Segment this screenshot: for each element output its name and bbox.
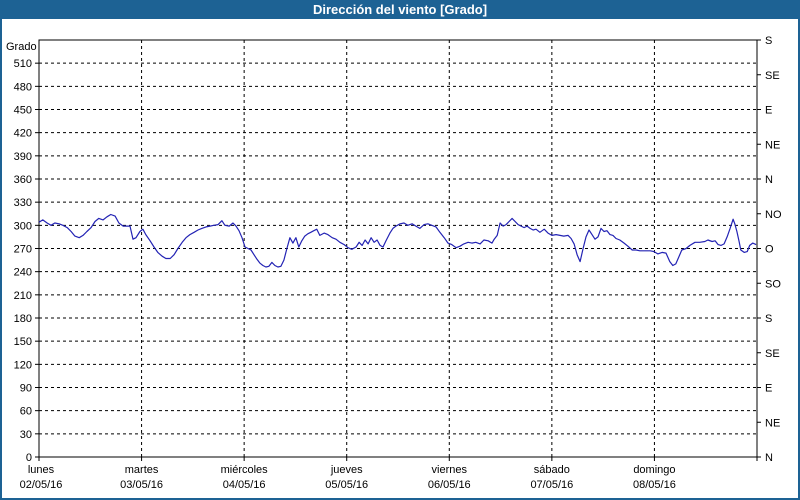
window-title: Dirección del viento [Grado] <box>312 2 488 17</box>
day-date-label: 05/05/16 <box>325 479 368 491</box>
left-tick-label: 60 <box>20 406 32 418</box>
day-date-label: 07/05/16 <box>530 479 573 491</box>
right-tick-label: SE <box>765 348 780 360</box>
right-tick-label: N <box>765 174 773 186</box>
left-tick-label: 90 <box>20 383 32 395</box>
y-axis-title: Grado <box>6 41 37 53</box>
left-tick-label: 390 <box>14 151 32 163</box>
left-tick-label: 420 <box>14 128 32 140</box>
day-date-label: 08/05/16 <box>633 479 676 491</box>
left-tick-label: 480 <box>14 81 32 93</box>
window-title-bar: Dirección del viento [Grado] <box>2 2 798 19</box>
right-tick-label: N <box>765 452 773 464</box>
day-name-label: sábado <box>534 464 570 476</box>
left-tick-label: 0 <box>26 452 32 464</box>
day-date-label: 04/05/16 <box>223 479 266 491</box>
day-date-label: 06/05/16 <box>428 479 471 491</box>
right-tick-label: O <box>765 244 774 256</box>
right-tick-label: SE <box>765 70 780 82</box>
day-date-label: 03/05/16 <box>120 479 163 491</box>
left-tick-label: 120 <box>14 359 32 371</box>
day-date-label: 02/05/16 <box>20 479 63 491</box>
right-tick-label: NE <box>765 417 780 429</box>
day-name-label: martes <box>125 464 159 476</box>
left-tick-label: 450 <box>14 105 32 117</box>
day-name-label: lunes <box>28 464 55 476</box>
left-tick-label: 150 <box>14 336 32 348</box>
right-tick-label: NE <box>765 139 780 151</box>
day-name-label: viernes <box>432 464 468 476</box>
left-tick-label: 360 <box>14 174 32 186</box>
left-tick-label: 510 <box>14 58 32 70</box>
day-name-label: jueves <box>330 464 363 476</box>
day-name-label: miércoles <box>221 464 269 476</box>
left-tick-label: 330 <box>14 197 32 209</box>
day-name-label: domingo <box>633 464 675 476</box>
right-tick-label: S <box>765 35 772 47</box>
right-tick-label: E <box>765 105 772 117</box>
left-tick-label: 240 <box>14 267 32 279</box>
series-line <box>38 213 757 268</box>
left-tick-label: 180 <box>14 313 32 325</box>
right-tick-label: E <box>765 383 772 395</box>
left-tick-label: 30 <box>20 429 32 441</box>
right-tick-label: NO <box>765 209 782 221</box>
left-tick-label: 210 <box>14 290 32 302</box>
left-tick-label: 300 <box>14 220 32 232</box>
left-tick-label: 270 <box>14 244 32 256</box>
chart-canvas: 0 30 60 90 120 150 180 210 240 270 300 330 360 390 420… <box>2 19 798 498</box>
plot-frame <box>38 39 758 458</box>
right-tick-label: S <box>765 313 772 325</box>
right-tick-label: SO <box>765 278 781 290</box>
